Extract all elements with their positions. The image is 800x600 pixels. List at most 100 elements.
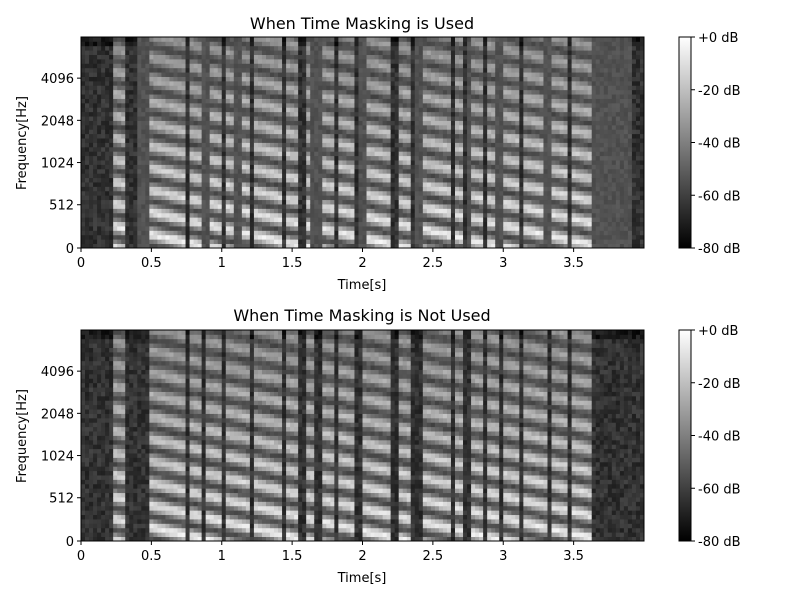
spectrogram-cell [491, 234, 496, 240]
spectrogram-cell [450, 50, 456, 55]
spectrogram-cell [193, 243, 199, 249]
spectrogram-cell [169, 45, 174, 51]
spectrogram-cell [410, 85, 416, 91]
spectrogram-cell [101, 45, 106, 51]
spectrogram-cell [318, 173, 323, 179]
spectrogram-cell [302, 230, 307, 236]
spectrogram-cell [193, 151, 199, 157]
spectrogram-cell [205, 212, 211, 218]
spectrogram-cell [125, 116, 130, 121]
spectrogram-cell [237, 146, 243, 152]
spectrogram-cell [398, 107, 404, 113]
spectrogram-cell [93, 173, 98, 179]
spectrogram-cell [418, 226, 424, 231]
spectrogram-cell [322, 173, 327, 179]
spectrogram-cell [467, 173, 472, 179]
spectrogram-cell [378, 94, 384, 99]
spectrogram-cell [459, 120, 464, 126]
spectrogram-cell [410, 107, 416, 113]
spectrogram-cell [450, 54, 456, 60]
spectrogram-cell [459, 217, 464, 223]
spectrogram-cell [475, 195, 480, 201]
spectrogram-cell [153, 177, 158, 183]
spectrogram-cell [467, 221, 472, 227]
spectrogram-cell [253, 85, 259, 91]
spectrogram-cell [169, 243, 174, 249]
spectrogram-cell [149, 160, 154, 165]
spectrogram-cell [326, 72, 331, 77]
spectrogram-cell [229, 151, 235, 157]
spectrogram-cell [294, 45, 299, 51]
spectrogram-cell [145, 138, 150, 143]
spectrogram-cell [129, 89, 134, 95]
spectrogram-cell [125, 160, 130, 165]
spectrogram-cell [467, 190, 472, 196]
spectrogram-cell [454, 208, 460, 214]
spectrogram-cell [265, 239, 271, 245]
spectrogram-cell [105, 94, 110, 99]
spectrogram-cell [426, 45, 432, 51]
spectrogram-cell [221, 50, 227, 55]
spectrogram-cell [241, 111, 247, 117]
spectrogram-cell [209, 208, 215, 214]
spectrogram-cell [157, 217, 162, 223]
spectrogram-cell [237, 133, 243, 139]
spectrogram-cell [217, 129, 223, 135]
spectrogram-cell [422, 160, 428, 165]
spectrogram-cell [438, 107, 444, 113]
spectrogram-cell [334, 98, 339, 104]
spectrogram-cell [406, 168, 412, 174]
spectrogram-cell [161, 243, 166, 249]
spectrogram-cell [97, 85, 102, 91]
spectrogram-cell [121, 177, 126, 183]
spectrogram-cell [201, 146, 207, 152]
spectrogram-cell [306, 146, 311, 152]
spectrogram-cell [346, 85, 351, 91]
spectrogram-cell [334, 177, 339, 183]
spectrogram-cell [362, 124, 367, 130]
spectrogram-cell [463, 72, 468, 77]
spectrogram-cell [193, 164, 199, 170]
spectrogram-cell [495, 199, 500, 205]
spectrogram-cell [463, 37, 468, 42]
spectrogram-cell [442, 80, 448, 86]
spectrogram-cell [153, 199, 158, 205]
spectrogram-cell [350, 204, 355, 209]
spectrogram-cell [346, 186, 351, 192]
spectrogram-cell [354, 186, 359, 192]
spectrogram-cell [446, 226, 452, 231]
spectrogram-cell [101, 142, 106, 148]
spectrogram-cell [101, 50, 106, 55]
spectrogram-cell [330, 177, 335, 183]
spectrogram-cell [438, 160, 444, 165]
spectrogram-cell [85, 50, 90, 55]
spectrogram-cell [386, 204, 392, 209]
spectrogram-cell [386, 111, 392, 117]
spectrogram-cell [141, 76, 146, 82]
spectrogram-cell [290, 204, 295, 209]
spectrogram-cell [467, 50, 472, 55]
spectrogram-cell [430, 72, 436, 77]
spectrogram-cell [406, 102, 412, 108]
spectrogram-cell [153, 133, 158, 139]
spectrogram-cell [483, 58, 488, 64]
spectrogram-cell [137, 72, 142, 77]
spectrogram-cell [249, 50, 255, 55]
spectrogram-cell [495, 182, 500, 187]
spectrogram-cell [213, 142, 219, 148]
spectrogram-cell [233, 182, 239, 187]
spectrogram-image [81, 37, 645, 249]
spectrogram-cell [346, 107, 351, 113]
spectrogram-cell [350, 186, 355, 192]
spectrogram-cell [370, 239, 375, 245]
spectrogram-cell [374, 221, 379, 227]
spectrogram-cell [495, 80, 500, 86]
spectrogram-cell [454, 50, 460, 55]
spectrogram-cell [434, 76, 440, 82]
spectrogram-cell [471, 41, 476, 47]
spectrogram-cell [286, 234, 291, 240]
spectrogram-cell [197, 212, 203, 218]
spectrogram-cell [105, 85, 110, 91]
spectrogram-cell [398, 63, 404, 69]
spectrogram-cell [153, 50, 158, 55]
